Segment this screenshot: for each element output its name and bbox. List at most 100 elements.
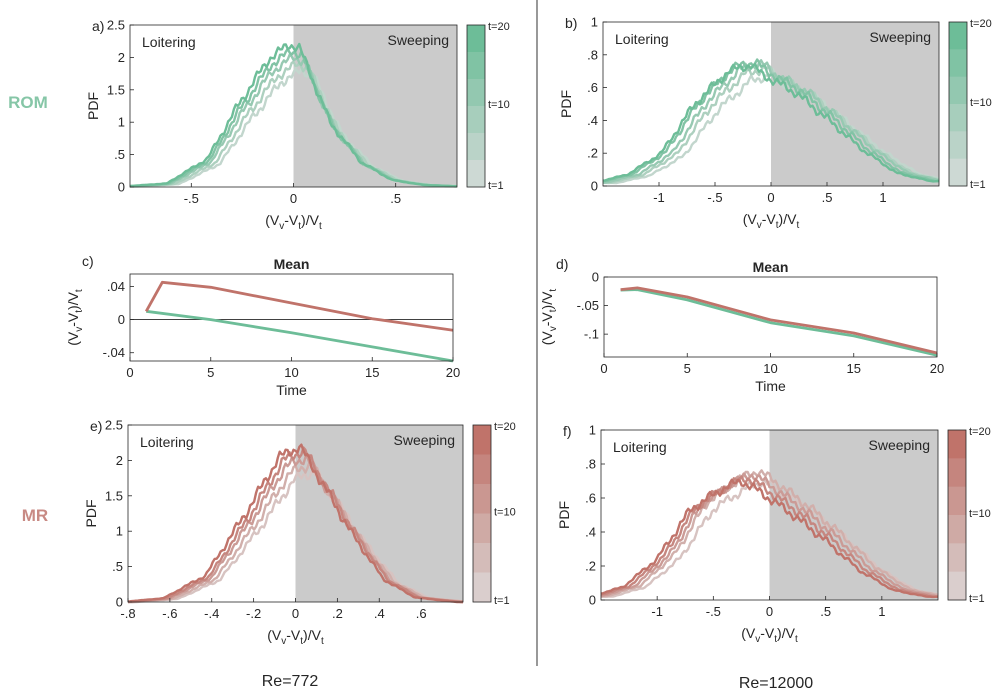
colorbar-band [949,76,967,105]
colorbar-band [948,486,966,516]
series-line-t=20 [129,42,457,188]
y-axis-label: (Vv-Vt)/Vt [65,289,85,346]
x-tick-label: 10 [763,361,777,376]
colorbar-band [949,131,967,160]
series-line-t=5 [600,469,939,598]
y-axis-label: PDF [83,500,99,528]
colorbar-band [473,543,491,573]
colorbar-label: t=20 [970,18,992,30]
colorbar-band [949,49,967,78]
colorbar-label: t=10 [969,508,991,520]
colorbar-frame [472,424,492,603]
series-line-t=15 [600,475,939,598]
colorbar-band [467,52,485,80]
row-label-rom: ROM [8,93,48,112]
panel-b-rom-re12000: -1 -.5 0 .5 1 0 .2 .4 .6 .8 1 b) Loitering Sweeping PD… [558,15,992,232]
panel-letter: c) [82,253,94,269]
colorbar-label: t=10 [488,99,510,111]
y-tick-label: 0 [116,595,123,610]
series-line-t=10 [600,472,939,598]
x-tick-label: 20 [930,361,944,376]
y-tick-label: -.1 [584,327,599,342]
colorbar-label: t=20 [969,426,991,438]
panel-d-mean-re12000: 0 5 10 15 20 -.1 -.05 0 Mean d) Time (Vv-Vt)/Vt [539,256,944,394]
x-tick-label: .5 [822,190,833,205]
sweeping-label: Sweeping [394,432,456,448]
sweeping-label: Sweeping [870,29,932,45]
y-tick-label: 2 [116,453,123,468]
y-tick-label: 0 [592,270,599,285]
colorbar-band [948,430,966,459]
column-label-re772: Re=772 [262,673,319,690]
colorbar-label: t=1 [969,593,985,605]
series-line-t=20 [127,443,463,604]
y-tick-label: .2 [585,559,596,574]
loitering-label: Loitering [140,434,194,450]
loitering-label: Loitering [613,439,667,455]
x-tick-label: 0 [767,190,774,205]
x-tick-label: 0 [292,606,299,621]
y-tick-label: 1 [589,423,596,438]
panel-letter: e) [90,418,102,434]
x-tick-label: -.8 [120,606,135,621]
colorbar-band [467,79,485,107]
panel-e-mr-re772: -.8 -.6 -.4 -.2 0 .2 .4 .6 0 .5 1 1.5 2 2.5e) Loiterin… [83,418,516,648]
colorbar-label: t=1 [970,179,986,191]
x-tick-label: 5 [684,361,691,376]
loitering-label: Loitering [142,34,196,50]
series-line-t=20 [602,62,940,183]
y-tick-label: .4 [587,113,598,128]
row-label-mr: MR [22,506,48,525]
mean-line-rom [620,288,938,357]
y-tick-label: 0 [589,593,596,608]
series-line-t=20 [600,478,938,599]
colorbar-frame [947,429,967,601]
y-tick-label: -.04 [103,345,125,360]
column-label-re12000: Re=12000 [739,675,813,692]
mean-title: Mean [274,256,310,272]
plot-frame [129,273,454,362]
series-line-t=1 [128,470,464,604]
colorbar-band [467,160,485,188]
loitering-label: Loitering [615,31,669,47]
x-tick-label: -.2 [246,606,261,621]
colorbar-band [473,454,491,485]
y-tick-label: 0 [118,180,125,195]
colorbar-band [473,425,491,455]
x-tick-label: 1 [878,604,885,619]
y-tick-label: 0 [118,312,125,327]
colorbar-label: t=1 [488,180,504,192]
x-tick-label: -1 [651,604,663,619]
y-tick-label: 1.5 [107,82,125,97]
colorbar-band [949,22,967,50]
colorbar-band [473,484,491,514]
y-tick-label: -.05 [577,298,599,313]
y-tick-label: .5 [112,559,123,574]
x-axis-label: (Vv-Vt)/Vt [267,627,324,647]
y-tick-label: .5 [114,147,125,162]
colorbar-band [949,158,967,187]
mean-line-rom [146,309,454,363]
sweeping-shade [293,25,457,187]
x-tick-label: 10 [284,365,298,380]
x-tick-label: 0 [766,604,773,619]
panel-letter: d) [556,256,568,272]
y-tick-label: 2.5 [107,18,125,33]
mean-line-mr [620,286,938,355]
colorbar-label: t=20 [488,21,510,33]
mean-line-mr [144,280,454,332]
mean-title: Mean [753,259,789,275]
x-axis-label: (Vv-Vt)/Vt [741,625,798,645]
y-axis-label: (Vv-Vt)/Vt [539,289,559,346]
y-tick-label: .6 [585,491,596,506]
x-tick-label: 0 [290,191,297,206]
colorbar-band [948,458,966,488]
y-tick-label: .6 [587,80,598,95]
x-tick-label: 0 [600,361,607,376]
x-tick-label: -.4 [204,606,219,621]
colorbar-frame [948,21,968,187]
colorbar-label: t=1 [494,595,510,607]
y-tick-label: 1 [591,15,598,30]
